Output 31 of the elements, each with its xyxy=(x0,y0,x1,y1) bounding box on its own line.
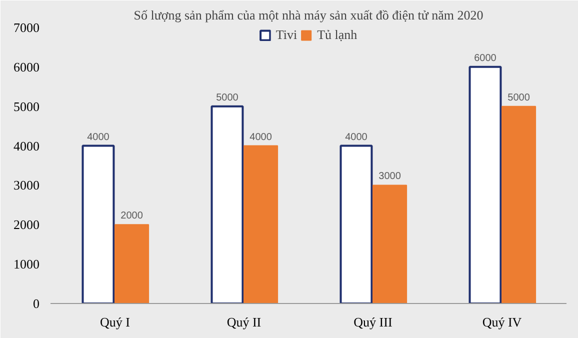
y-tick-label: 7000 xyxy=(14,20,40,35)
data-label: 5000 xyxy=(216,92,239,104)
legend-label: Tivi xyxy=(276,27,298,43)
bar xyxy=(244,145,278,304)
chart-title: Số lượng sản phẩm của một nhà máy sản xuất đồ điện tử năm 2020 xyxy=(134,8,484,22)
y-tick-label: 5000 xyxy=(14,98,40,114)
y-tick-label: 3000 xyxy=(14,178,40,193)
data-label: 5000 xyxy=(508,92,530,104)
y-tick-label: 2000 xyxy=(14,217,40,232)
data-label: 2000 xyxy=(120,210,144,222)
bar xyxy=(502,106,536,304)
x-tick-label: Quý IV xyxy=(482,314,522,330)
data-label: 4000 xyxy=(87,132,110,143)
x-tick-label: Quý I xyxy=(100,314,130,330)
bar xyxy=(372,184,408,304)
data-label: 4000 xyxy=(345,132,368,143)
bar xyxy=(114,224,150,304)
data-label: 4000 xyxy=(250,132,272,143)
x-tick-label: Quý III xyxy=(354,314,392,330)
y-tick-label: 1000 xyxy=(14,256,40,272)
bar xyxy=(82,144,115,304)
bar xyxy=(468,66,502,304)
y-tick-label: 4000 xyxy=(14,138,40,154)
data-label: 3000 xyxy=(378,171,402,182)
x-tick-label: Quý II xyxy=(226,314,262,330)
data-label: 6000 xyxy=(474,52,497,64)
bar xyxy=(340,144,373,304)
y-tick-label: 6000 xyxy=(14,59,40,74)
bar xyxy=(210,105,244,304)
legend-label: Tủ lạnh xyxy=(317,27,358,43)
y-tick-label: 0 xyxy=(33,296,40,311)
